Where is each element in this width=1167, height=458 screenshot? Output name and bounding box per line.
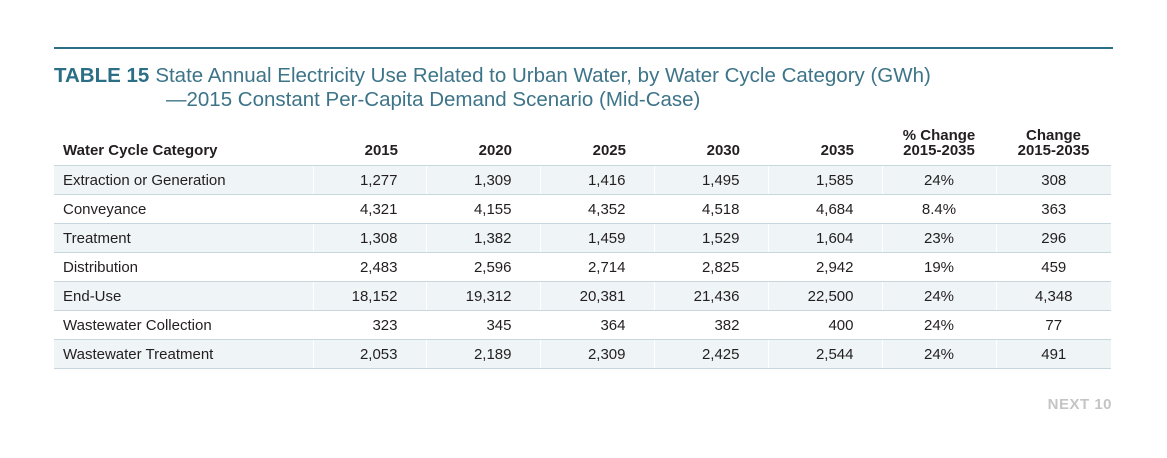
cell-2030: 21,436 <box>653 281 768 311</box>
cell-pct-change: 19% <box>881 252 996 282</box>
cell-pct-change: 24% <box>881 339 996 369</box>
table-title: TABLE 15 State Annual Electricity Use Rel… <box>54 64 1113 112</box>
cell-2025: 20,381 <box>539 281 654 311</box>
cell-pct-change: 24% <box>881 281 996 311</box>
cell-2030: 4,518 <box>653 194 768 224</box>
cell-2020: 2,596 <box>425 252 540 282</box>
cell-2025: 364 <box>539 310 654 340</box>
cell-2015: 1,308 <box>312 223 426 253</box>
cell-change: 77 <box>995 310 1111 340</box>
header-2035: 2035 <box>820 142 854 159</box>
header-change-line1: Change <box>1025 127 1081 144</box>
table-row: Conveyance 4,321 4,155 4,352 4,518 4,684… <box>54 194 1111 224</box>
cell-2030: 382 <box>653 310 768 340</box>
cell-2025: 1,459 <box>539 223 654 253</box>
header-pct-change-line2: 2015-2035 <box>903 142 975 159</box>
header-2020: 2020 <box>478 142 512 159</box>
table-row: Wastewater Treatment 2,053 2,189 2,309 2… <box>54 339 1111 369</box>
header-change-line2: 2015-2035 <box>1017 142 1090 159</box>
cell-2020: 1,309 <box>425 165 540 195</box>
cell-change: 296 <box>995 223 1111 253</box>
cell-change: 459 <box>995 252 1111 282</box>
cell-category: Wastewater Collection <box>54 310 313 340</box>
table-row: Treatment 1,308 1,382 1,459 1,529 1,604 … <box>54 223 1111 253</box>
cell-category: Distribution <box>54 252 313 282</box>
table-row: End-Use 18,152 19,312 20,381 21,436 22,5… <box>54 281 1111 311</box>
header-category: Water Cycle Category <box>63 142 218 159</box>
cell-2020: 4,155 <box>425 194 540 224</box>
cell-pct-change: 24% <box>881 310 996 340</box>
cell-2030: 1,495 <box>653 165 768 195</box>
cell-category: Wastewater Treatment <box>54 339 313 369</box>
cell-2030: 1,529 <box>653 223 768 253</box>
cell-2025: 4,352 <box>539 194 654 224</box>
cell-2015: 4,321 <box>312 194 426 224</box>
cell-category: Conveyance <box>54 194 313 224</box>
cell-2035: 2,544 <box>767 339 882 369</box>
title-text: State Annual Electricity Use Related to … <box>155 64 931 87</box>
cell-2025: 2,714 <box>539 252 654 282</box>
data-table: Water Cycle Category 2015 2020 2025 2030… <box>54 128 1111 369</box>
cell-2025: 2,309 <box>539 339 654 369</box>
header-2015: 2015 <box>364 142 398 159</box>
cell-2020: 19,312 <box>425 281 540 311</box>
table-label: TABLE 15 <box>54 64 150 87</box>
table-row: Wastewater Collection 323 345 364 382 40… <box>54 310 1111 340</box>
cell-pct-change: 24% <box>881 165 996 195</box>
title-line-1: TABLE 15 State Annual Electricity Use Rel… <box>54 64 1113 88</box>
cell-category: End-Use <box>54 281 313 311</box>
cell-2015: 2,483 <box>312 252 426 282</box>
cell-change: 363 <box>995 194 1111 224</box>
cell-2035: 1,604 <box>767 223 882 253</box>
cell-change: 491 <box>995 339 1111 369</box>
cell-category: Treatment <box>54 223 313 253</box>
table-row: Distribution 2,483 2,596 2,714 2,825 2,9… <box>54 252 1111 282</box>
header-2030: 2030 <box>706 142 740 159</box>
title-line-2: —2015 Constant Per-Capita Demand Scenari… <box>166 88 701 111</box>
cell-2035: 400 <box>767 310 882 340</box>
cell-2035: 22,500 <box>767 281 882 311</box>
cell-2035: 2,942 <box>767 252 882 282</box>
cell-2020: 1,382 <box>425 223 540 253</box>
brand-logo-text: NEXT 10 <box>1047 396 1112 413</box>
header-row: Water Cycle Category 2015 2020 2025 2030… <box>54 128 1111 166</box>
cell-change: 4,348 <box>995 281 1111 311</box>
cell-category: Extraction or Generation <box>54 165 313 195</box>
header-2025: 2025 <box>592 142 626 159</box>
cell-2015: 1,277 <box>312 165 426 195</box>
cell-2020: 2,189 <box>425 339 540 369</box>
header-pct-change-line1: % Change <box>902 127 976 144</box>
top-rule <box>54 47 1113 49</box>
cell-2030: 2,825 <box>653 252 768 282</box>
cell-2030: 2,425 <box>653 339 768 369</box>
cell-2015: 323 <box>312 310 426 340</box>
cell-2025: 1,416 <box>539 165 654 195</box>
cell-2035: 1,585 <box>767 165 882 195</box>
cell-pct-change: 8.4% <box>881 194 996 224</box>
table-row: Extraction or Generation 1,277 1,309 1,4… <box>54 165 1111 195</box>
cell-2015: 18,152 <box>312 281 426 311</box>
header-change: Change 2015-2035 <box>996 128 1111 166</box>
cell-change: 308 <box>995 165 1111 195</box>
cell-2015: 2,053 <box>312 339 426 369</box>
header-pct-change: % Change 2015-2035 <box>882 128 996 166</box>
cell-2020: 345 <box>425 310 540 340</box>
cell-2035: 4,684 <box>767 194 882 224</box>
cell-pct-change: 23% <box>881 223 996 253</box>
